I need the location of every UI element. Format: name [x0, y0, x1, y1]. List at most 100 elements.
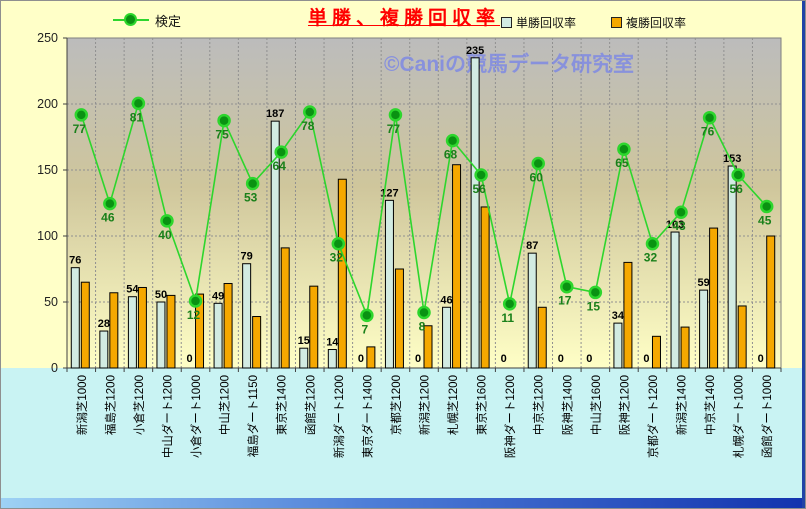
x-category-label: 新潟芝1400 — [675, 375, 689, 435]
line-value-label: 56 — [729, 182, 743, 196]
y-axis-label: 150 — [37, 163, 58, 177]
legend-place: 複勝回収率 — [611, 14, 686, 31]
line-marker — [702, 110, 717, 125]
x-category-label: 東京芝1400 — [275, 375, 289, 435]
line-value-label: 78 — [301, 119, 315, 133]
line-value-label: 32 — [644, 251, 658, 265]
bar-value-label: 235 — [466, 45, 484, 57]
bar-value-label: 87 — [526, 240, 538, 252]
line-value-label: 53 — [244, 191, 258, 205]
line-marker — [331, 236, 346, 251]
y-axis-label: 50 — [44, 295, 58, 309]
line-value-label: 43 — [672, 219, 686, 233]
line-marker — [217, 113, 231, 128]
x-category-label: 函館芝1200 — [303, 375, 317, 435]
bar-value-label: 0 — [558, 353, 564, 365]
legend-place-label: 複勝回収率 — [626, 16, 687, 30]
kentei-dot-icon — [124, 13, 137, 26]
x-category-label: 函館ダート1000 — [760, 375, 774, 458]
x-category-label: 中山ダート1200 — [160, 375, 174, 458]
bar-value-label: 15 — [298, 335, 310, 347]
line-value-label: 64 — [273, 159, 287, 173]
line-value-label: 12 — [187, 308, 201, 322]
bar-place — [366, 346, 376, 369]
line-value-label: 8 — [419, 319, 426, 333]
line-value-label: 77 — [73, 122, 87, 136]
line-value-label: 68 — [444, 148, 458, 162]
line-marker — [303, 105, 317, 119]
bar-place — [680, 326, 690, 369]
legend-win-label: 単勝回収率 — [516, 16, 577, 30]
line-value-label: 11 — [501, 311, 514, 325]
bar-place — [537, 306, 547, 369]
bar-value-label: 54 — [126, 284, 139, 296]
bar-place — [223, 283, 233, 369]
bar-value-label: 103 — [666, 219, 684, 231]
bar-place — [452, 164, 462, 369]
bar-place — [766, 235, 776, 369]
line-value-label: 45 — [758, 213, 772, 227]
bar-place — [394, 268, 404, 369]
legend-kentei: 検定 — [113, 11, 181, 29]
line-value-label: 17 — [558, 294, 572, 308]
x-category-label: 新潟芝1000 — [75, 375, 89, 435]
bar-place — [623, 261, 633, 369]
y-axis-label: 200 — [37, 97, 58, 111]
x-category-label: 阪神ダート1200 — [503, 375, 517, 458]
line-marker — [360, 308, 374, 323]
x-category-label: 中山芝1600 — [590, 375, 603, 435]
line-value-label: 60 — [530, 171, 544, 185]
bar-value-label: 46 — [440, 294, 452, 306]
bar-value-label: 0 — [186, 353, 192, 365]
bar-place — [80, 281, 90, 369]
x-category-label: 札幌芝1200 — [446, 375, 460, 435]
bar-place — [137, 286, 147, 369]
chart-title: 単勝、複勝回収率 — [307, 8, 500, 29]
line-marker — [759, 199, 774, 214]
bar-win — [156, 301, 166, 369]
bar-win — [470, 57, 480, 369]
line-value-label: 81 — [130, 110, 144, 124]
bar-win — [270, 120, 280, 369]
bar-win — [127, 296, 137, 369]
bar-place — [195, 293, 205, 369]
bar-win — [670, 231, 680, 369]
bar-value-label: 187 — [266, 108, 284, 120]
x-category-label: 中山芝1200 — [219, 375, 232, 435]
line-marker — [74, 108, 89, 122]
line-marker — [531, 156, 545, 171]
bar-value-label: 153 — [723, 153, 741, 165]
bar-win — [699, 289, 709, 369]
line-marker — [274, 145, 288, 159]
line-value-label: 15 — [587, 299, 601, 313]
line-marker — [674, 205, 688, 219]
bar-win — [299, 347, 309, 369]
line-value-label: 76 — [701, 125, 715, 139]
bar-win — [442, 306, 452, 369]
bar-place — [166, 294, 176, 369]
win-legend-swatch-icon — [501, 17, 512, 28]
line-marker — [103, 196, 117, 211]
bar-place — [309, 285, 319, 369]
bar-place — [252, 316, 262, 369]
x-category-label: 阪神芝1400 — [560, 375, 574, 435]
bar-value-label: 79 — [241, 251, 253, 263]
x-category-label: 新潟ダート1200 — [332, 375, 346, 458]
bar-win — [242, 263, 252, 369]
bar-value-label: 0 — [501, 353, 507, 365]
bar-win — [613, 322, 623, 369]
line-marker — [131, 96, 146, 111]
bar-value-label: 49 — [212, 290, 224, 302]
line-value-label: 32 — [330, 251, 344, 265]
y-axis-label: 250 — [37, 31, 58, 45]
bar-value-label: 28 — [98, 318, 110, 330]
bar-value-label: 14 — [326, 337, 339, 349]
line-value-label: 7 — [362, 322, 369, 336]
bar-win — [70, 267, 80, 369]
bar-place — [709, 227, 719, 369]
x-category-label: 阪神芝1200 — [617, 375, 631, 435]
bar-place — [480, 206, 490, 369]
bar-win — [213, 302, 223, 369]
line-marker — [617, 142, 631, 156]
